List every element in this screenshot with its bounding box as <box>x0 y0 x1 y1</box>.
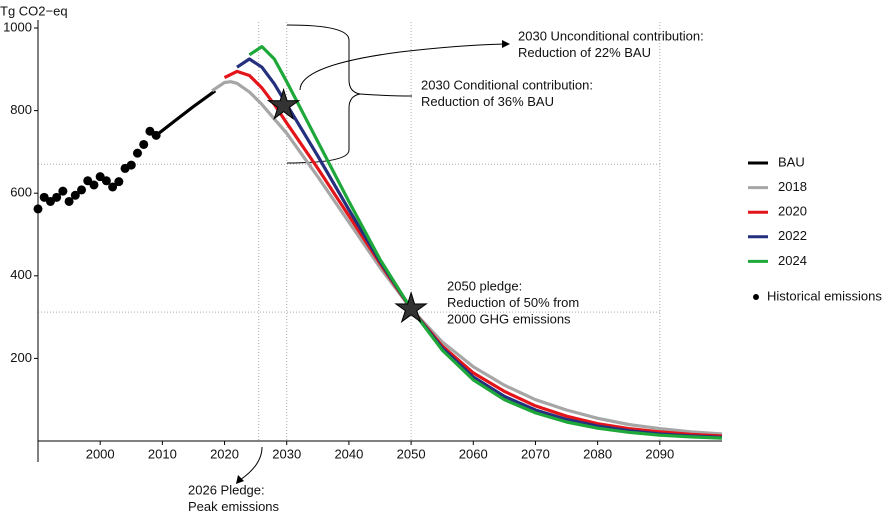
annotation: Reduction of 22% BAU <box>518 45 651 60</box>
annotation: 2000 GHG emissions <box>447 311 571 326</box>
legend-label: 2022 <box>778 228 807 243</box>
historical-point <box>114 177 124 187</box>
x-tick-label: 2060 <box>459 446 488 461</box>
series-line <box>248 45 723 440</box>
legend-label: 2020 <box>778 204 807 219</box>
historical-point <box>77 185 87 195</box>
legend-label: 2018 <box>778 179 807 194</box>
annotation: 2030 Unconditional contribution: <box>518 28 704 43</box>
y-tick-label: 800 <box>10 102 32 117</box>
x-tick-label: 2080 <box>583 446 612 461</box>
y-tick-label: 600 <box>10 185 32 200</box>
legend-swatch <box>753 294 759 300</box>
historical-point <box>132 148 142 158</box>
star-marker <box>394 291 428 324</box>
y-tick-label: 400 <box>10 267 32 282</box>
arrow <box>299 43 506 91</box>
x-tick-label: 2020 <box>210 446 239 461</box>
y-tick-label: 1000 <box>3 19 32 34</box>
historical-point <box>126 160 136 170</box>
arrowhead <box>236 475 244 484</box>
x-tick-label: 2040 <box>334 446 363 461</box>
arrowhead <box>502 40 510 48</box>
x-tick-label: 2070 <box>521 446 550 461</box>
historical-point <box>89 180 99 190</box>
annotation: 2030 Conditional contribution: <box>421 77 593 92</box>
brace <box>286 24 361 164</box>
star-marker <box>266 87 301 120</box>
legend-label: Historical emissions <box>767 288 882 303</box>
historical-point <box>58 186 68 196</box>
historical-point <box>108 182 118 192</box>
series-line <box>211 80 723 436</box>
historical-point <box>70 190 80 200</box>
y-tick-label: 200 <box>10 350 32 365</box>
series-line <box>155 89 217 137</box>
legend-label: 2024 <box>778 253 807 268</box>
annotation: 2050 pledge: <box>447 278 522 293</box>
arrow <box>359 93 413 97</box>
annotation: 2026 Pledge: <box>188 482 265 497</box>
historical-point <box>151 130 161 140</box>
x-tick-label: 2030 <box>272 446 301 461</box>
historical-point <box>64 196 74 206</box>
historical-point <box>139 139 149 149</box>
historical-point <box>101 176 111 186</box>
annotation: Peak emissions <box>188 499 280 514</box>
historical-point <box>52 192 62 202</box>
x-tick-label: 2010 <box>148 446 177 461</box>
x-tick-label: 2000 <box>86 446 115 461</box>
x-tick-label: 2090 <box>645 446 674 461</box>
annotation: Reduction of 36% BAU <box>421 94 554 109</box>
y-axis-label: Tg CO2−eq <box>0 3 68 18</box>
legend-label: BAU <box>778 154 805 169</box>
historical-point <box>33 204 43 214</box>
reference-lines <box>38 22 661 441</box>
x-tick-label: 2050 <box>397 446 426 461</box>
arrow <box>239 446 263 481</box>
annotation: Reduction of 50% from <box>447 295 579 310</box>
series-line <box>236 57 723 439</box>
